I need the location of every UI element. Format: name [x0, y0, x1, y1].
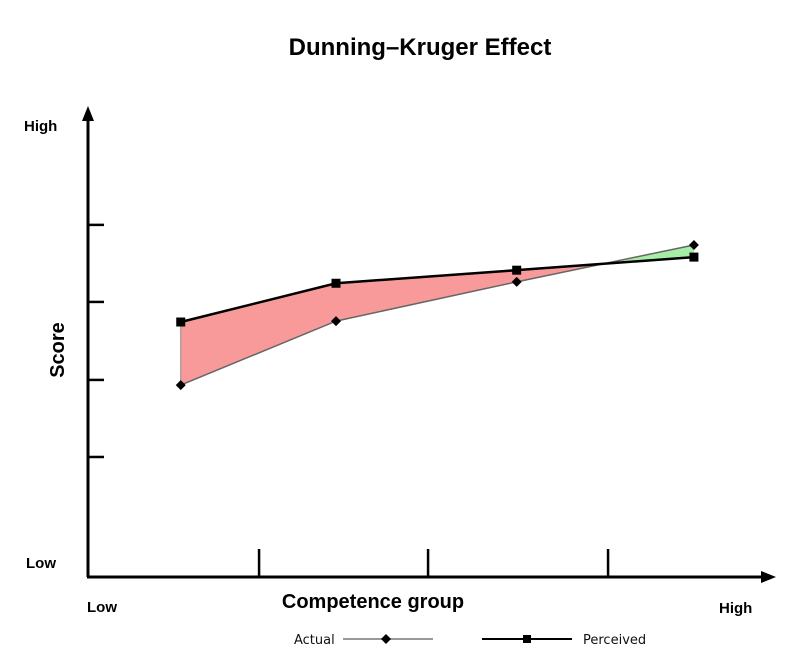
legend-marker-perceived [523, 635, 531, 643]
legend-label-perceived: Perceived [583, 633, 646, 648]
perceived-point [689, 252, 699, 262]
legend: Actual Perceived [294, 633, 646, 648]
perceived-line [180, 255, 695, 324]
actual-point [331, 316, 342, 327]
actual-point [175, 380, 186, 391]
legend-label-actual: Actual [294, 633, 335, 648]
actual-point [511, 276, 522, 287]
x-low-label: Low [87, 599, 117, 616]
perceived-point [331, 278, 341, 288]
overestimate-area [180, 283, 337, 386]
chart-title: Dunning–Kruger Effect [289, 34, 552, 61]
y-axis-arrow [82, 106, 94, 121]
y-high-label: High [24, 118, 57, 135]
overestimate-area [336, 270, 517, 322]
actual-point [688, 239, 699, 250]
y-axis-label: Score [47, 322, 69, 378]
y-low-label: Low [26, 555, 56, 572]
x-high-label: High [719, 600, 752, 617]
legend-marker-actual [381, 634, 391, 644]
axes [82, 106, 776, 583]
x-axis-label: Competence group [282, 591, 464, 613]
perceived-point [512, 265, 522, 275]
x-axis-arrow [761, 571, 776, 583]
perceived-point [176, 317, 186, 327]
